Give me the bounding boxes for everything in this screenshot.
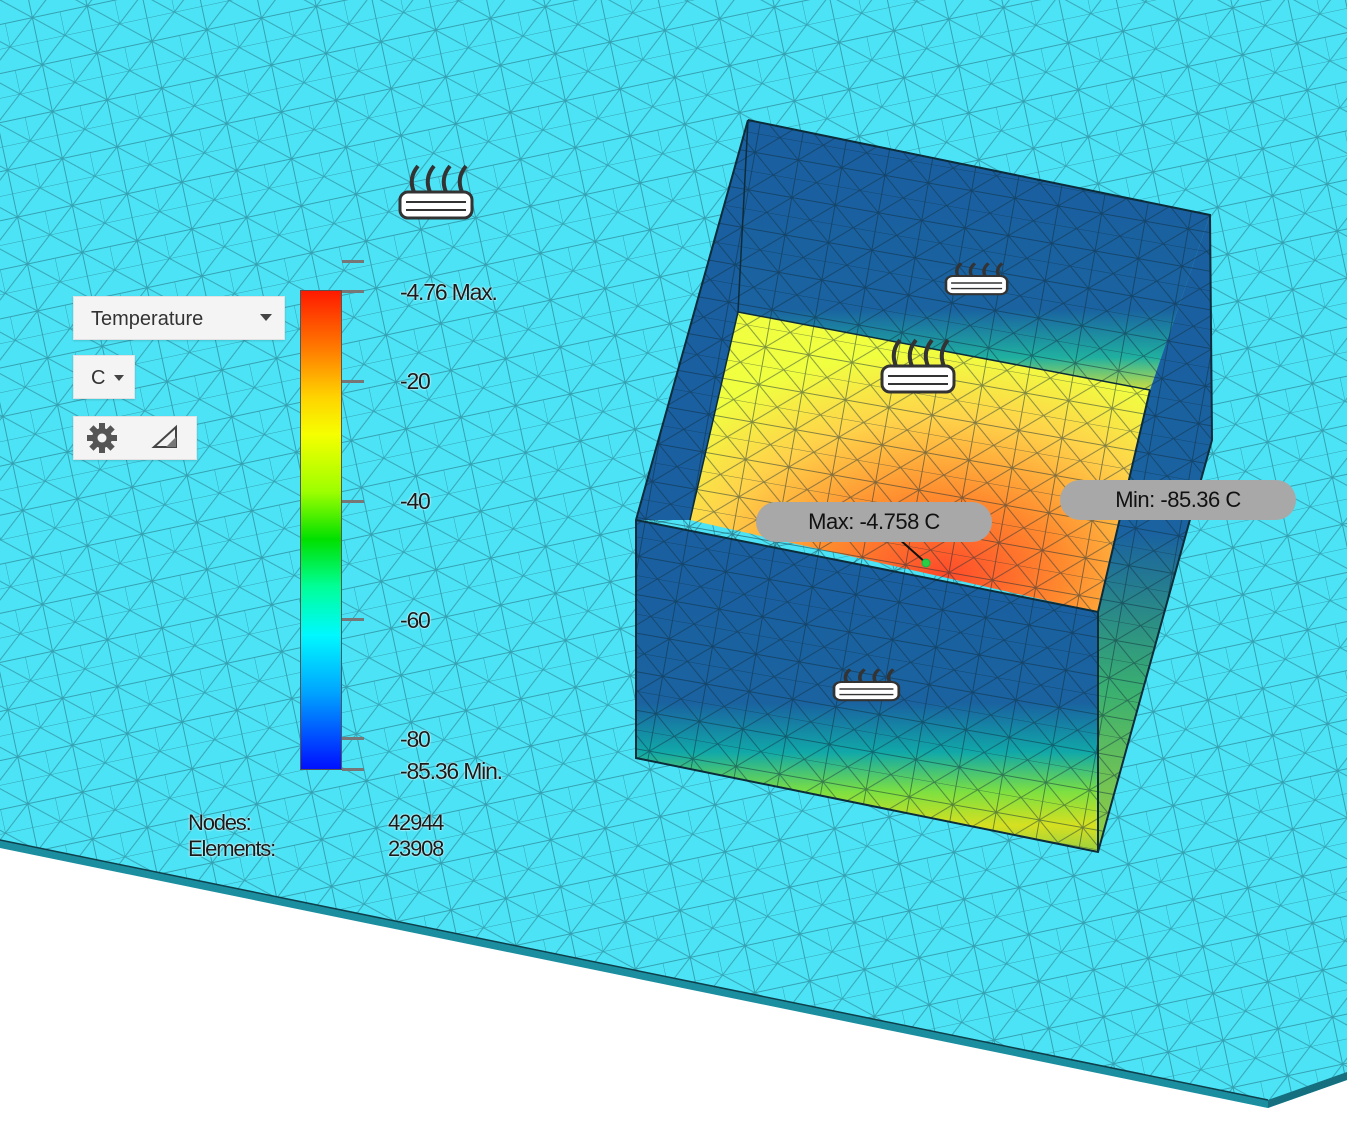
legend-tick: [342, 380, 364, 383]
legend-tools: [73, 416, 197, 460]
legend-tick: [342, 290, 364, 293]
legend-tick: [342, 768, 364, 771]
convection-load-icon[interactable]: [832, 668, 901, 702]
convection-load-icon[interactable]: [880, 338, 956, 394]
unit-dropdown[interactable]: C: [73, 355, 135, 399]
triangle-icon[interactable]: [136, 417, 192, 459]
unit-label: C: [91, 367, 106, 389]
chevron-down-icon: [114, 375, 124, 381]
legend-tick-label: -20: [400, 368, 431, 394]
legend-tick-label: -40: [400, 488, 431, 514]
legend-tick: [342, 737, 364, 740]
convection-load-icon[interactable]: [944, 262, 1009, 296]
nodes-value: 42944: [388, 810, 444, 835]
legend-tick: [342, 618, 364, 621]
legend-max-label: -4.76 Max.: [400, 279, 498, 305]
legend-tick-label: -80: [400, 726, 431, 752]
elements-label: Elements:: [188, 836, 276, 861]
legend-tick-label: -60: [400, 607, 431, 633]
min-probe-label[interactable]: Min: -85.36 C: [1060, 480, 1296, 520]
elements-value: 23908: [388, 836, 444, 861]
nodes-label: Nodes:: [188, 810, 252, 835]
color-legend-bar: [300, 290, 342, 770]
convection-load-icon[interactable]: [398, 164, 474, 220]
result-type-label: Temperature: [91, 308, 204, 330]
result-type-dropdown[interactable]: Temperature: [73, 296, 285, 340]
gear-icon[interactable]: [74, 417, 130, 459]
max-probe-marker: [897, 537, 931, 568]
max-probe-label[interactable]: Max: -4.758 C: [756, 502, 992, 542]
legend-min-label: -85.36 Min.: [400, 758, 503, 784]
legend-tick: [342, 260, 364, 263]
chevron-down-icon: [260, 314, 272, 321]
legend-tick: [342, 500, 364, 503]
